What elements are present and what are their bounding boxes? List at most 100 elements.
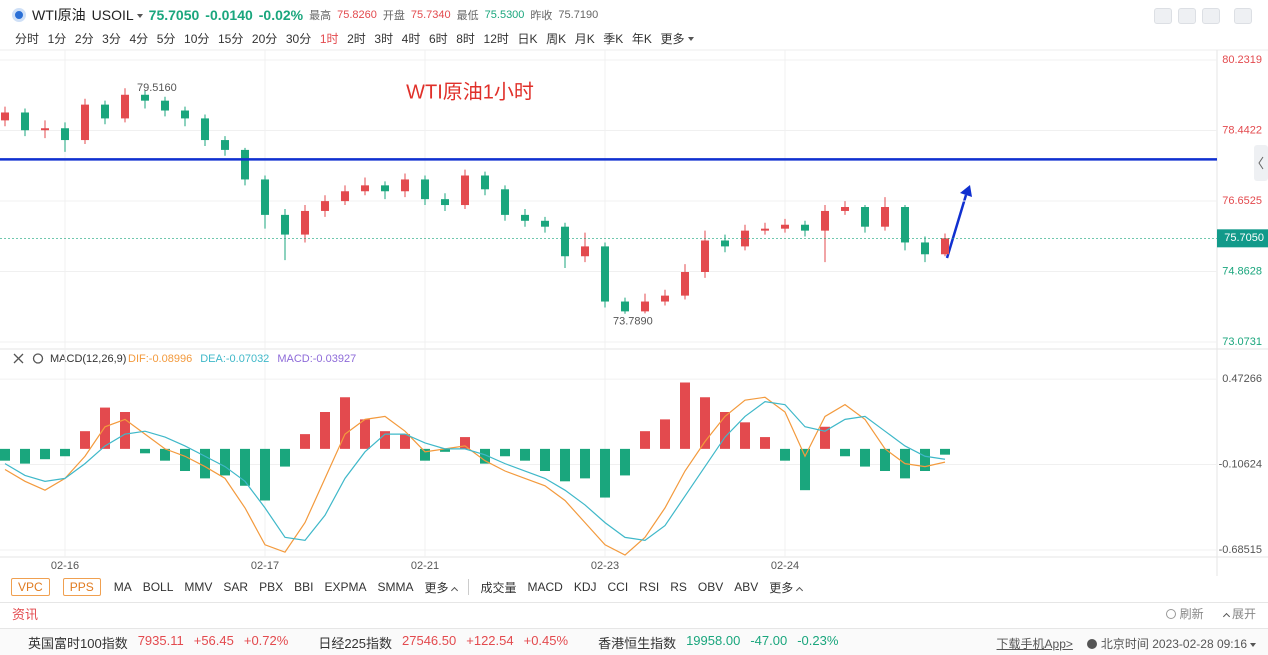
period[interactable]: 分时 [15,31,40,46]
period[interactable]: 更多 [661,30,694,47]
histogram-bar [220,448,230,476]
indicator[interactable]: RSI [639,580,660,594]
indicator-button[interactable]: PPS [62,578,101,596]
period[interactable]: 4时 [401,31,421,46]
indicator[interactable]: EXPMA [324,580,367,594]
indicator[interactable]: RS [670,580,687,594]
side-tab[interactable] [1254,145,1268,181]
period[interactable]: 年K [631,31,652,46]
y-tick-label: 80.2319 [1222,54,1262,66]
indicator[interactable]: BOLL [142,580,174,594]
period[interactable]: 12时 [483,31,509,46]
period[interactable]: 月K [574,31,595,46]
period[interactable]: 3分 [102,31,121,46]
period[interactable]: 2时 [347,31,366,46]
candle-body [321,201,329,211]
change-pct: -0.02% [258,7,304,23]
x-tick-label: 02-16 [51,560,79,572]
tool-button[interactable] [1178,8,1196,24]
expand[interactable]: 展开 [1220,605,1256,622]
indicator[interactable]: MA [113,580,132,594]
candle-body [261,179,269,215]
histogram-bar [540,448,550,472]
candle-body [881,207,889,227]
histogram-bar [920,448,930,472]
indicator[interactable]: BBI [294,580,314,594]
histogram-bar [100,407,110,449]
histogram-bar [260,448,270,501]
candle-body [621,301,629,312]
period[interactable]: 2分 [74,31,94,46]
legend-entry: MACD:-0.03927 [277,353,356,365]
indicator[interactable]: OBV [697,580,724,594]
indicator-button[interactable]: VPC [11,578,50,596]
indicator[interactable]: 更多 [424,579,459,596]
indicator[interactable]: MACD [527,580,563,594]
y-tick-label: 78.4422 [1222,124,1262,136]
period[interactable]: 1分 [47,31,67,46]
histogram-bar [520,448,530,461]
period[interactable]: 6时 [428,31,448,46]
period[interactable]: 季K [603,31,624,46]
histogram-bar [440,448,450,452]
toolbar [1154,8,1252,24]
indicator[interactable]: PBX [259,580,284,594]
symbol-code-text: USOIL [91,7,134,23]
indicator[interactable]: 成交量 [480,580,517,595]
chart: WTI原油1小时 MACD(12,26,9) 80.2319 78.4422 76.… [0,49,1268,576]
tool-button[interactable] [1202,8,1220,24]
ticker-item: 英国富时100指数 7935.11 +56.45 +0.72% [28,633,288,652]
histogram-bar [580,448,590,479]
indicator[interactable]: MMV [184,580,213,594]
app-link[interactable]: 下载手机App> [996,637,1073,651]
indicator[interactable]: 更多 [769,579,804,596]
tool-button[interactable] [1154,8,1172,24]
period[interactable]: 30分 [285,31,312,46]
candle-body [841,207,849,211]
period[interactable]: 1时 [319,31,339,46]
candle-body [1,112,9,121]
indicator[interactable]: CCI [607,580,629,594]
period[interactable]: 20分 [251,31,278,46]
histogram-bar [620,448,630,476]
period[interactable]: 4分 [129,31,149,46]
refresh[interactable]: 刷新 [1165,605,1204,622]
tool-button[interactable] [1234,8,1252,24]
ticker-name: 香港恒生指数 [598,635,677,651]
symbol-code[interactable]: USOIL [92,7,143,23]
settings-icon[interactable] [32,353,44,364]
candle-body [141,94,149,101]
histogram-bar [740,422,750,449]
candle-body [21,112,29,131]
indicator-line [4,396,946,556]
histogram-bar [400,434,410,449]
histogram-bar [460,437,470,449]
close-icon[interactable] [13,353,24,364]
indicator[interactable]: SMMA [377,580,414,594]
indicator[interactable]: ABV [734,580,759,594]
y-tick-label: 73.0731 [1222,336,1262,348]
histogram-bar [240,448,250,486]
indicator[interactable]: SAR [223,580,249,594]
candle-body [601,246,609,302]
x-tick-label: 02-23 [591,560,619,572]
indicator[interactable]: KDJ [573,580,597,594]
candle-body [661,295,669,302]
period[interactable]: 3时 [374,31,394,46]
candle-body [541,220,549,227]
period[interactable]: 5分 [156,31,176,46]
period[interactable]: 10分 [184,31,210,46]
period[interactable]: 15分 [217,31,244,46]
arrow-head [960,185,972,197]
time[interactable]: 北京时间 2023-02-28 09:16 [1086,635,1256,652]
ticker-name: 英国富时100指数 [28,635,128,651]
candle-body [281,214,289,235]
period[interactable]: 周K [546,31,567,46]
ticker-pct: +0.72% [243,632,289,648]
candle-body [821,210,829,231]
period[interactable]: 日K [517,31,538,46]
period[interactable]: 8时 [456,31,475,46]
candle-body [561,226,569,257]
histogram-bar [720,412,730,449]
histogram-bar [480,448,490,464]
